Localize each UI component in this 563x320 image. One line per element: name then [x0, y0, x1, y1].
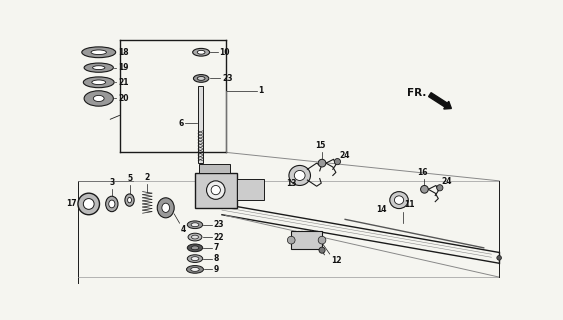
Text: 16: 16 — [418, 168, 428, 177]
Ellipse shape — [162, 203, 169, 212]
Ellipse shape — [93, 95, 104, 101]
Text: 2: 2 — [145, 173, 150, 182]
Ellipse shape — [128, 197, 131, 203]
Ellipse shape — [82, 47, 115, 58]
Text: 17: 17 — [66, 199, 77, 208]
Text: 19: 19 — [118, 63, 128, 72]
Text: 6: 6 — [178, 119, 184, 128]
Text: 10: 10 — [220, 48, 230, 57]
Circle shape — [78, 193, 100, 215]
Text: 24: 24 — [339, 151, 350, 160]
Ellipse shape — [187, 221, 203, 228]
Text: 18: 18 — [118, 48, 128, 57]
Ellipse shape — [84, 91, 113, 106]
Text: 5: 5 — [127, 174, 132, 183]
Ellipse shape — [193, 48, 209, 56]
Ellipse shape — [157, 198, 174, 218]
Text: 14: 14 — [376, 205, 387, 214]
Text: 13: 13 — [286, 179, 296, 188]
Text: 4: 4 — [181, 225, 186, 234]
Ellipse shape — [109, 200, 115, 208]
Ellipse shape — [191, 235, 198, 239]
Text: FR.: FR. — [406, 88, 426, 98]
Ellipse shape — [395, 196, 404, 204]
Text: 3: 3 — [109, 178, 114, 187]
Ellipse shape — [92, 66, 105, 69]
Ellipse shape — [91, 50, 106, 55]
Ellipse shape — [197, 50, 205, 54]
Circle shape — [318, 159, 326, 167]
Text: 23: 23 — [213, 220, 224, 229]
Text: 23: 23 — [222, 74, 233, 83]
Circle shape — [319, 247, 325, 253]
Ellipse shape — [106, 196, 118, 212]
Ellipse shape — [390, 192, 408, 209]
Text: 1: 1 — [258, 86, 263, 95]
Ellipse shape — [84, 63, 113, 72]
FancyArrow shape — [428, 93, 452, 109]
Ellipse shape — [187, 244, 203, 252]
Ellipse shape — [92, 80, 106, 84]
Circle shape — [207, 181, 225, 199]
Bar — [291, 231, 322, 249]
Circle shape — [318, 236, 326, 244]
Circle shape — [497, 256, 502, 260]
Text: 12: 12 — [331, 256, 342, 265]
Text: 20: 20 — [118, 94, 128, 103]
Text: 7: 7 — [213, 243, 219, 252]
Bar — [198, 86, 203, 163]
Ellipse shape — [186, 266, 203, 273]
Bar — [199, 164, 230, 173]
Text: 11: 11 — [404, 200, 415, 209]
Circle shape — [211, 186, 220, 195]
Circle shape — [287, 236, 295, 244]
Text: 24: 24 — [441, 177, 452, 186]
Circle shape — [334, 158, 341, 165]
Text: 22: 22 — [213, 233, 224, 242]
Text: 9: 9 — [213, 265, 218, 274]
Ellipse shape — [191, 223, 199, 227]
Ellipse shape — [187, 255, 203, 262]
Text: 15: 15 — [315, 141, 325, 150]
Circle shape — [83, 198, 94, 209]
Circle shape — [421, 186, 428, 193]
Ellipse shape — [294, 171, 305, 180]
Ellipse shape — [289, 165, 310, 186]
Bar — [238, 179, 264, 200]
Bar — [195, 173, 238, 208]
Ellipse shape — [194, 75, 209, 82]
Circle shape — [437, 185, 443, 191]
Ellipse shape — [191, 246, 199, 250]
Ellipse shape — [188, 233, 202, 241]
Text: 21: 21 — [118, 78, 128, 87]
Ellipse shape — [191, 268, 199, 271]
Ellipse shape — [191, 257, 199, 260]
Text: 8: 8 — [213, 254, 219, 263]
Ellipse shape — [197, 76, 205, 80]
Ellipse shape — [83, 77, 114, 88]
Ellipse shape — [125, 194, 134, 206]
